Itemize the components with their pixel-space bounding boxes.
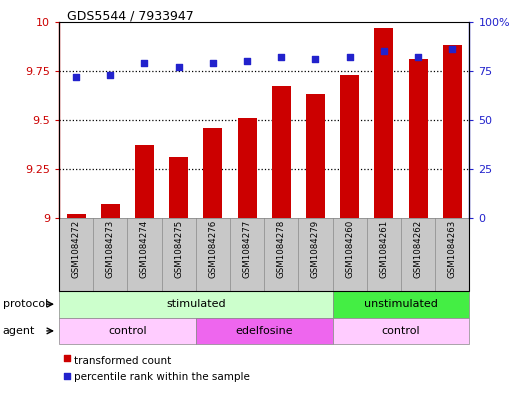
Bar xyxy=(272,86,291,218)
Text: protocol: protocol xyxy=(3,299,48,309)
Point xyxy=(141,60,149,66)
Bar xyxy=(306,94,325,218)
Bar xyxy=(135,145,154,218)
Point xyxy=(346,54,354,60)
Bar xyxy=(238,118,256,218)
Point xyxy=(106,72,114,78)
Point xyxy=(380,48,388,54)
Bar xyxy=(443,45,462,218)
Bar xyxy=(374,28,393,218)
Text: edelfosine: edelfosine xyxy=(235,326,293,336)
Point xyxy=(243,58,251,64)
Text: unstimulated: unstimulated xyxy=(364,299,438,309)
Point xyxy=(63,373,71,379)
Text: control: control xyxy=(108,326,147,336)
Point xyxy=(277,54,285,60)
Text: GDS5544 / 7933947: GDS5544 / 7933947 xyxy=(67,9,193,22)
Bar xyxy=(169,157,188,218)
Point xyxy=(414,54,422,60)
Text: stimulated: stimulated xyxy=(166,299,226,309)
Text: control: control xyxy=(382,326,420,336)
Point xyxy=(72,73,80,80)
Point xyxy=(174,64,183,70)
Bar xyxy=(67,214,86,218)
Text: transformed count: transformed count xyxy=(74,356,172,366)
Bar xyxy=(340,75,359,218)
Point xyxy=(311,56,320,62)
Point xyxy=(63,355,71,361)
Bar xyxy=(101,204,120,218)
Bar xyxy=(409,59,427,218)
Point xyxy=(448,46,457,52)
Text: percentile rank within the sample: percentile rank within the sample xyxy=(74,372,250,382)
Bar xyxy=(204,128,222,218)
Point xyxy=(209,60,217,66)
Text: agent: agent xyxy=(3,326,35,336)
